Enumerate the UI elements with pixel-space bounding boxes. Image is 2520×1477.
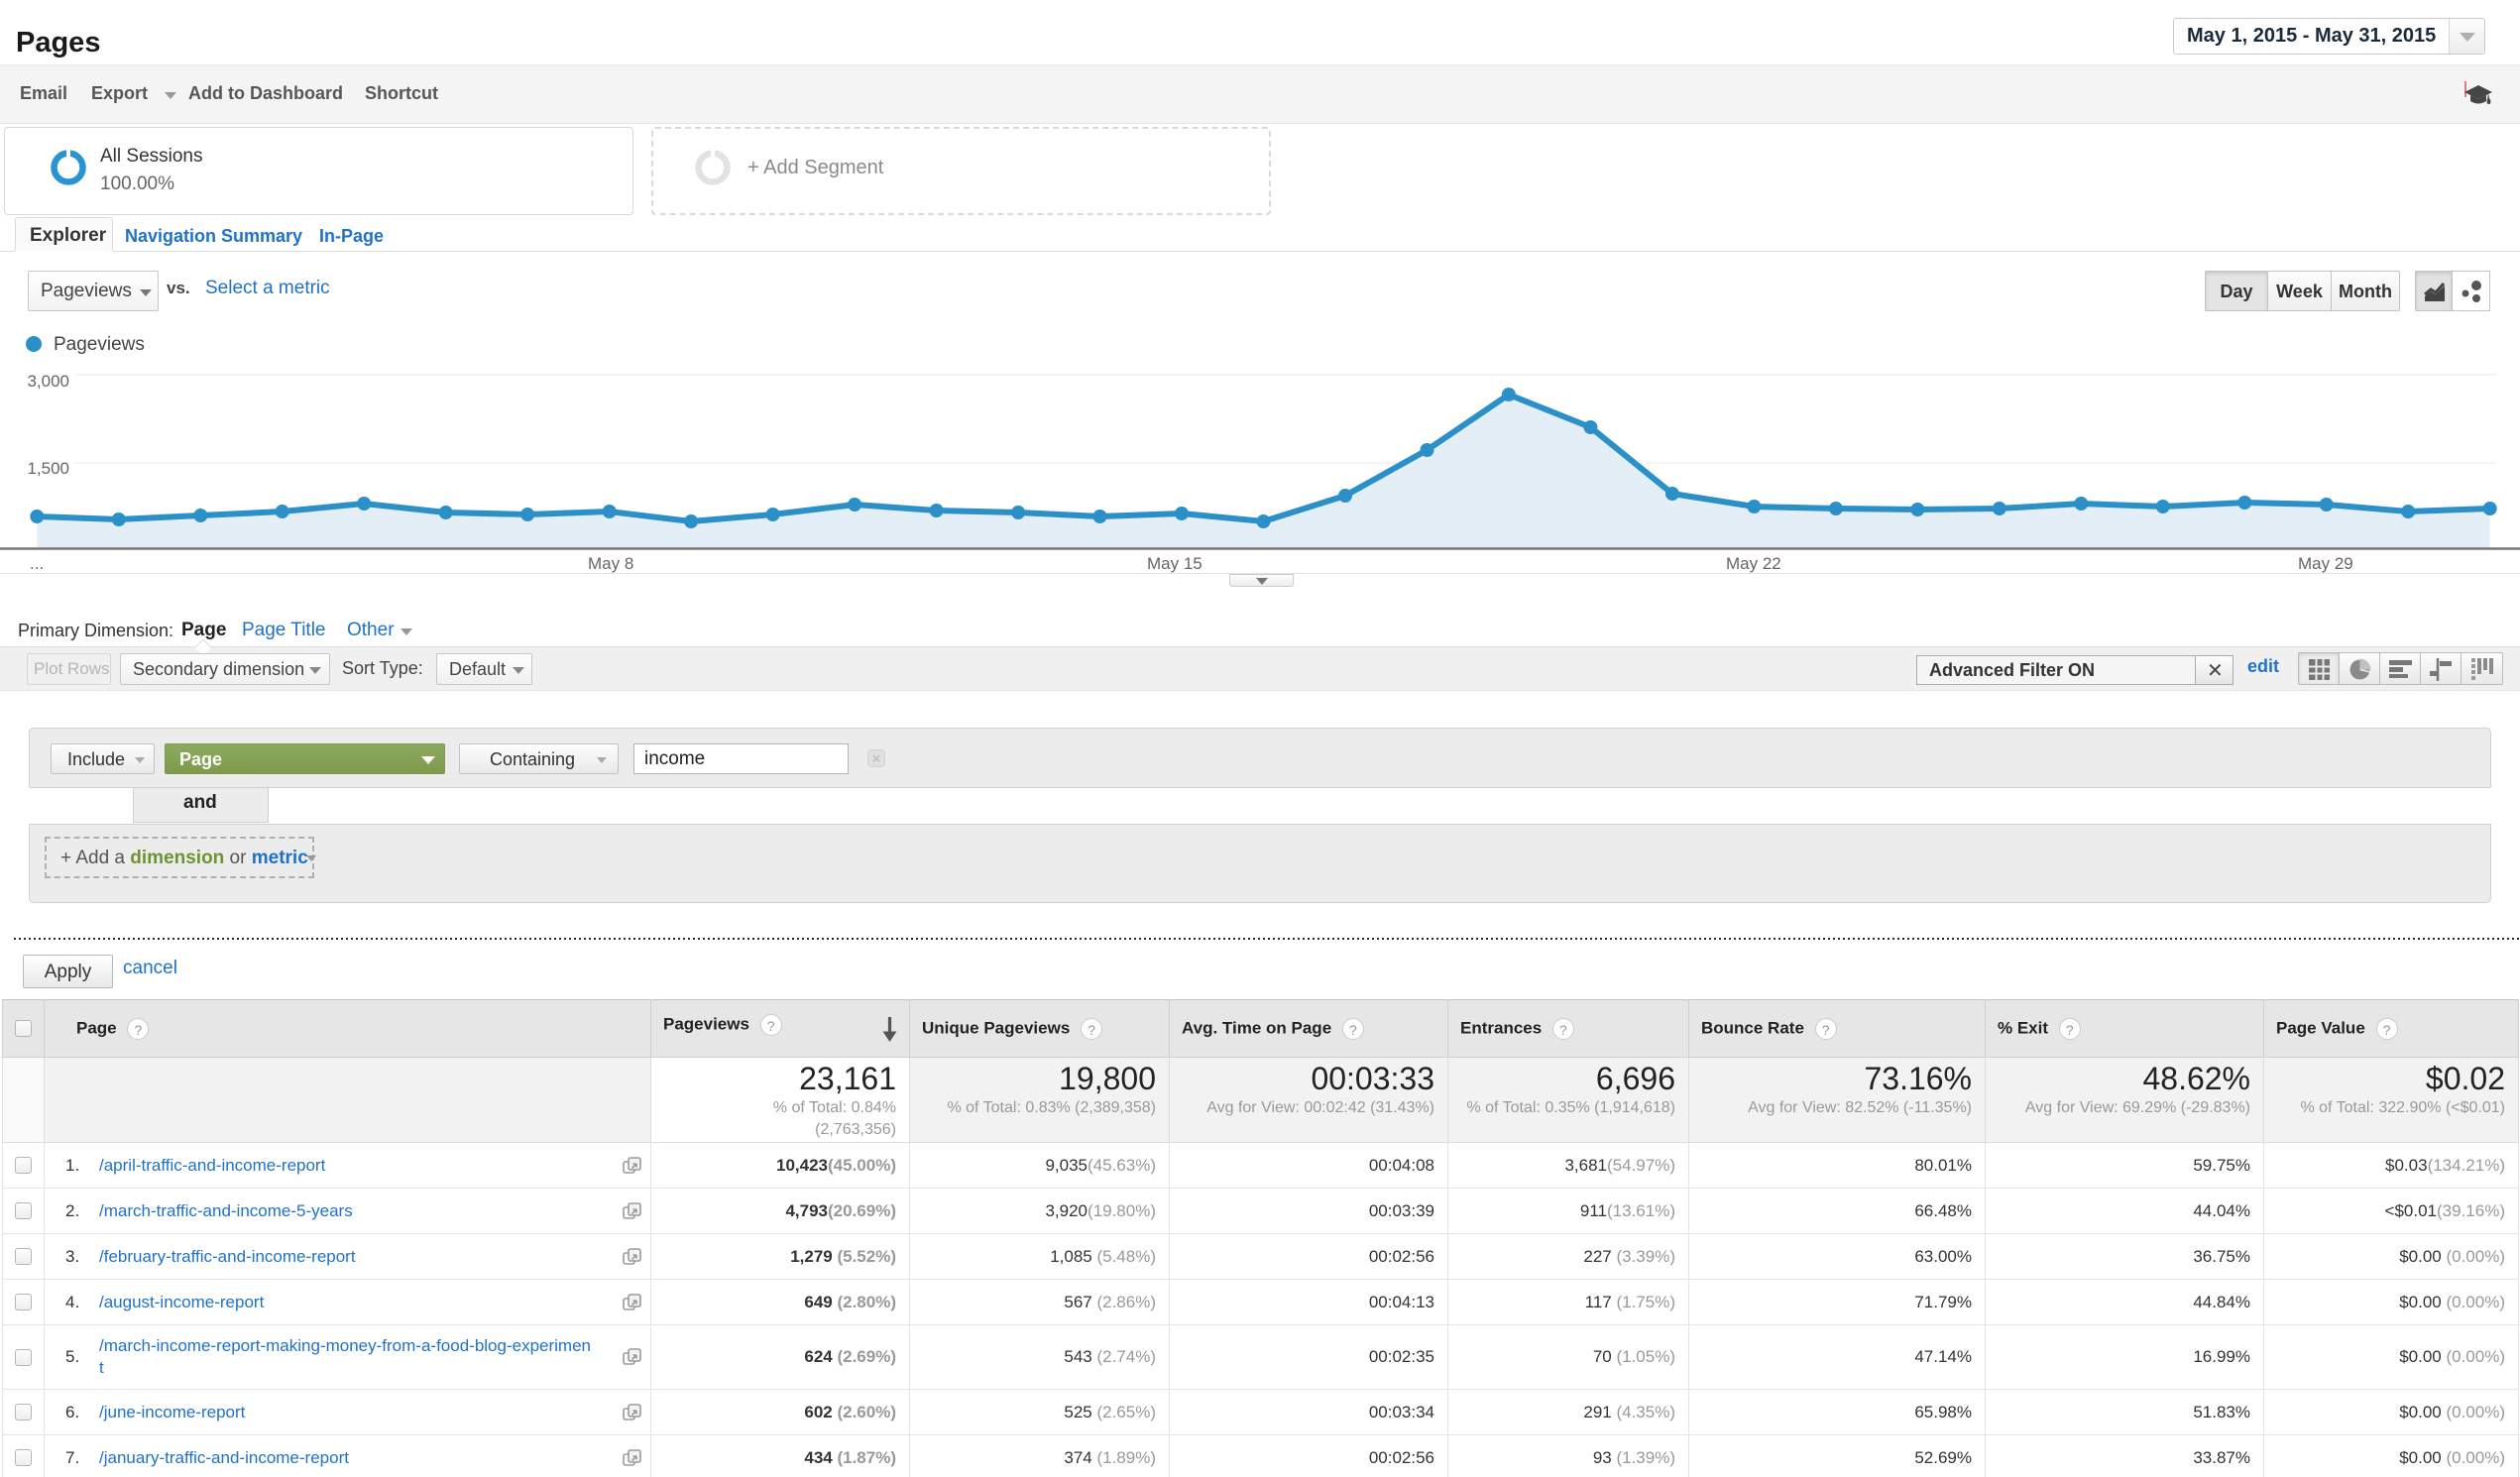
svg-text:1,500: 1,500 <box>27 459 69 478</box>
svg-text:3,000: 3,000 <box>27 372 69 391</box>
